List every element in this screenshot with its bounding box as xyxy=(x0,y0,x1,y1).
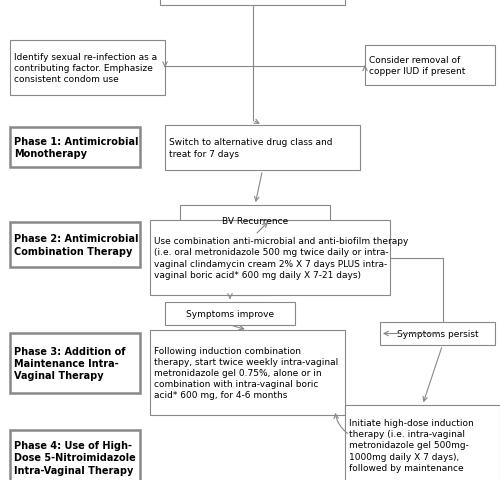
FancyBboxPatch shape xyxy=(10,333,140,393)
FancyBboxPatch shape xyxy=(10,128,140,168)
FancyBboxPatch shape xyxy=(10,430,140,480)
Text: Phase 2: Antimicrobial
Combination Therapy: Phase 2: Antimicrobial Combination Thera… xyxy=(14,234,138,256)
FancyBboxPatch shape xyxy=(150,330,345,415)
Text: Following induction combination
therapy, start twice weekly intra-vaginal
metron: Following induction combination therapy,… xyxy=(154,346,338,399)
Text: Identify sexual re-infection as a
contributing factor. Emphasize
consistent cond: Identify sexual re-infection as a contri… xyxy=(14,53,157,84)
FancyBboxPatch shape xyxy=(380,323,495,345)
FancyBboxPatch shape xyxy=(365,46,495,86)
Text: Consider removal of
copper IUD if present: Consider removal of copper IUD if presen… xyxy=(369,56,466,76)
Text: Use combination anti-microbial and anti-biofilm therapy
(i.e. oral metronidazole: Use combination anti-microbial and anti-… xyxy=(154,237,408,279)
FancyBboxPatch shape xyxy=(160,0,345,6)
FancyBboxPatch shape xyxy=(165,302,295,325)
Text: Phase 1: Antimicrobial
Monotherapy: Phase 1: Antimicrobial Monotherapy xyxy=(14,136,138,159)
Text: Initiate high-dose induction
therapy (i.e. intra-vaginal
metronidazole gel 500mg: Initiate high-dose induction therapy (i.… xyxy=(349,419,474,472)
Text: Phase 3: Addition of
Maintenance Intra-
Vaginal Therapy: Phase 3: Addition of Maintenance Intra- … xyxy=(14,346,126,381)
Text: Symptoms persist: Symptoms persist xyxy=(396,329,478,338)
FancyBboxPatch shape xyxy=(165,126,360,171)
FancyBboxPatch shape xyxy=(10,41,165,96)
FancyBboxPatch shape xyxy=(150,220,390,295)
FancyBboxPatch shape xyxy=(180,205,330,236)
Text: Symptoms improve: Symptoms improve xyxy=(186,309,274,318)
FancyBboxPatch shape xyxy=(10,223,140,267)
Text: Switch to alternative drug class and
treat for 7 days: Switch to alternative drug class and tre… xyxy=(169,138,332,158)
FancyBboxPatch shape xyxy=(345,405,500,480)
Text: BV Recurrence: BV Recurrence xyxy=(222,216,288,225)
Text: Phase 4: Use of High-
Dose 5-Nitroimidazole
Intra-Vaginal Therapy: Phase 4: Use of High- Dose 5-Nitroimidaz… xyxy=(14,440,136,475)
